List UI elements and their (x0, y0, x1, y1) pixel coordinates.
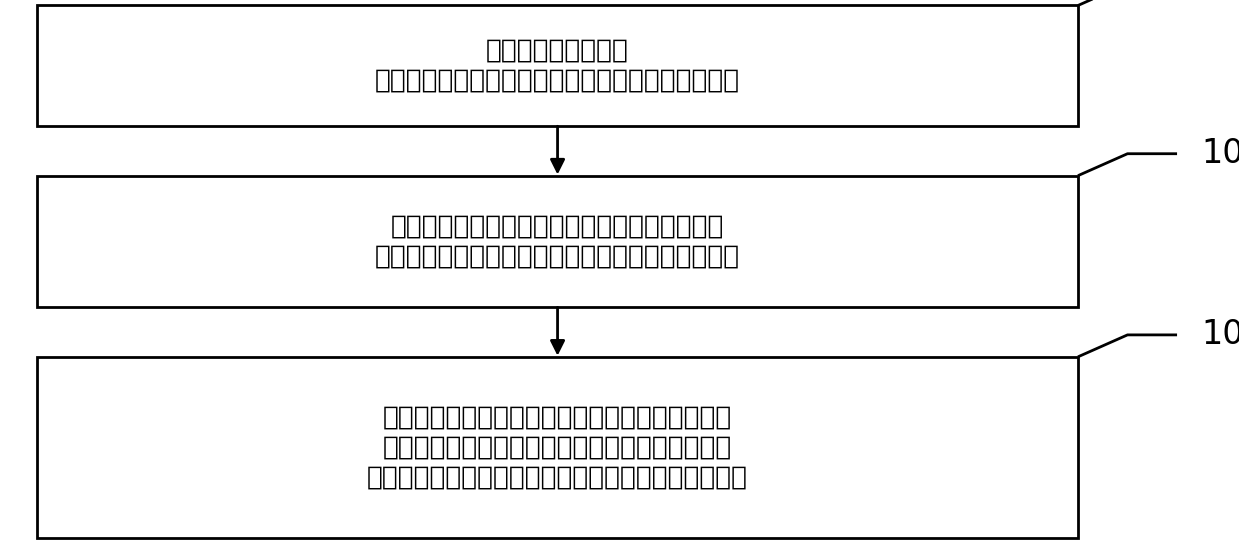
Bar (37, 5, 1078, 126)
Bar (37, 176, 1078, 307)
Text: 所述其他波束方向上所述频谱所在信道是否可占用: 所述其他波束方向上所述频谱所在信道是否可占用 (383, 404, 732, 430)
Text: 设备在主波束方向上采用完整的信道检测过程，确定: 设备在主波束方向上采用完整的信道检测过程，确定 (375, 244, 740, 270)
Text: 当确定所述主波束方向上所述频谱所在信道可占用后，: 当确定所述主波束方向上所述频谱所在信道可占用后， (367, 464, 748, 491)
Text: 所述主波束方向上所述频谱所在信道是否可占用: 所述主波束方向上所述频谱所在信道是否可占用 (390, 214, 725, 239)
Text: 103: 103 (1202, 318, 1239, 351)
Text: 当设备需要占用频谱所在信道进行数据发送时，所述: 当设备需要占用频谱所在信道进行数据发送时，所述 (375, 68, 740, 94)
Bar (37, 357, 1078, 538)
Text: 102: 102 (1202, 137, 1239, 170)
Text: 设备确定一个主波束: 设备确定一个主波束 (486, 38, 629, 64)
Text: 在其他波束方向上采用简化的信道检测过程，确定: 在其他波束方向上采用简化的信道检测过程，确定 (383, 434, 732, 461)
